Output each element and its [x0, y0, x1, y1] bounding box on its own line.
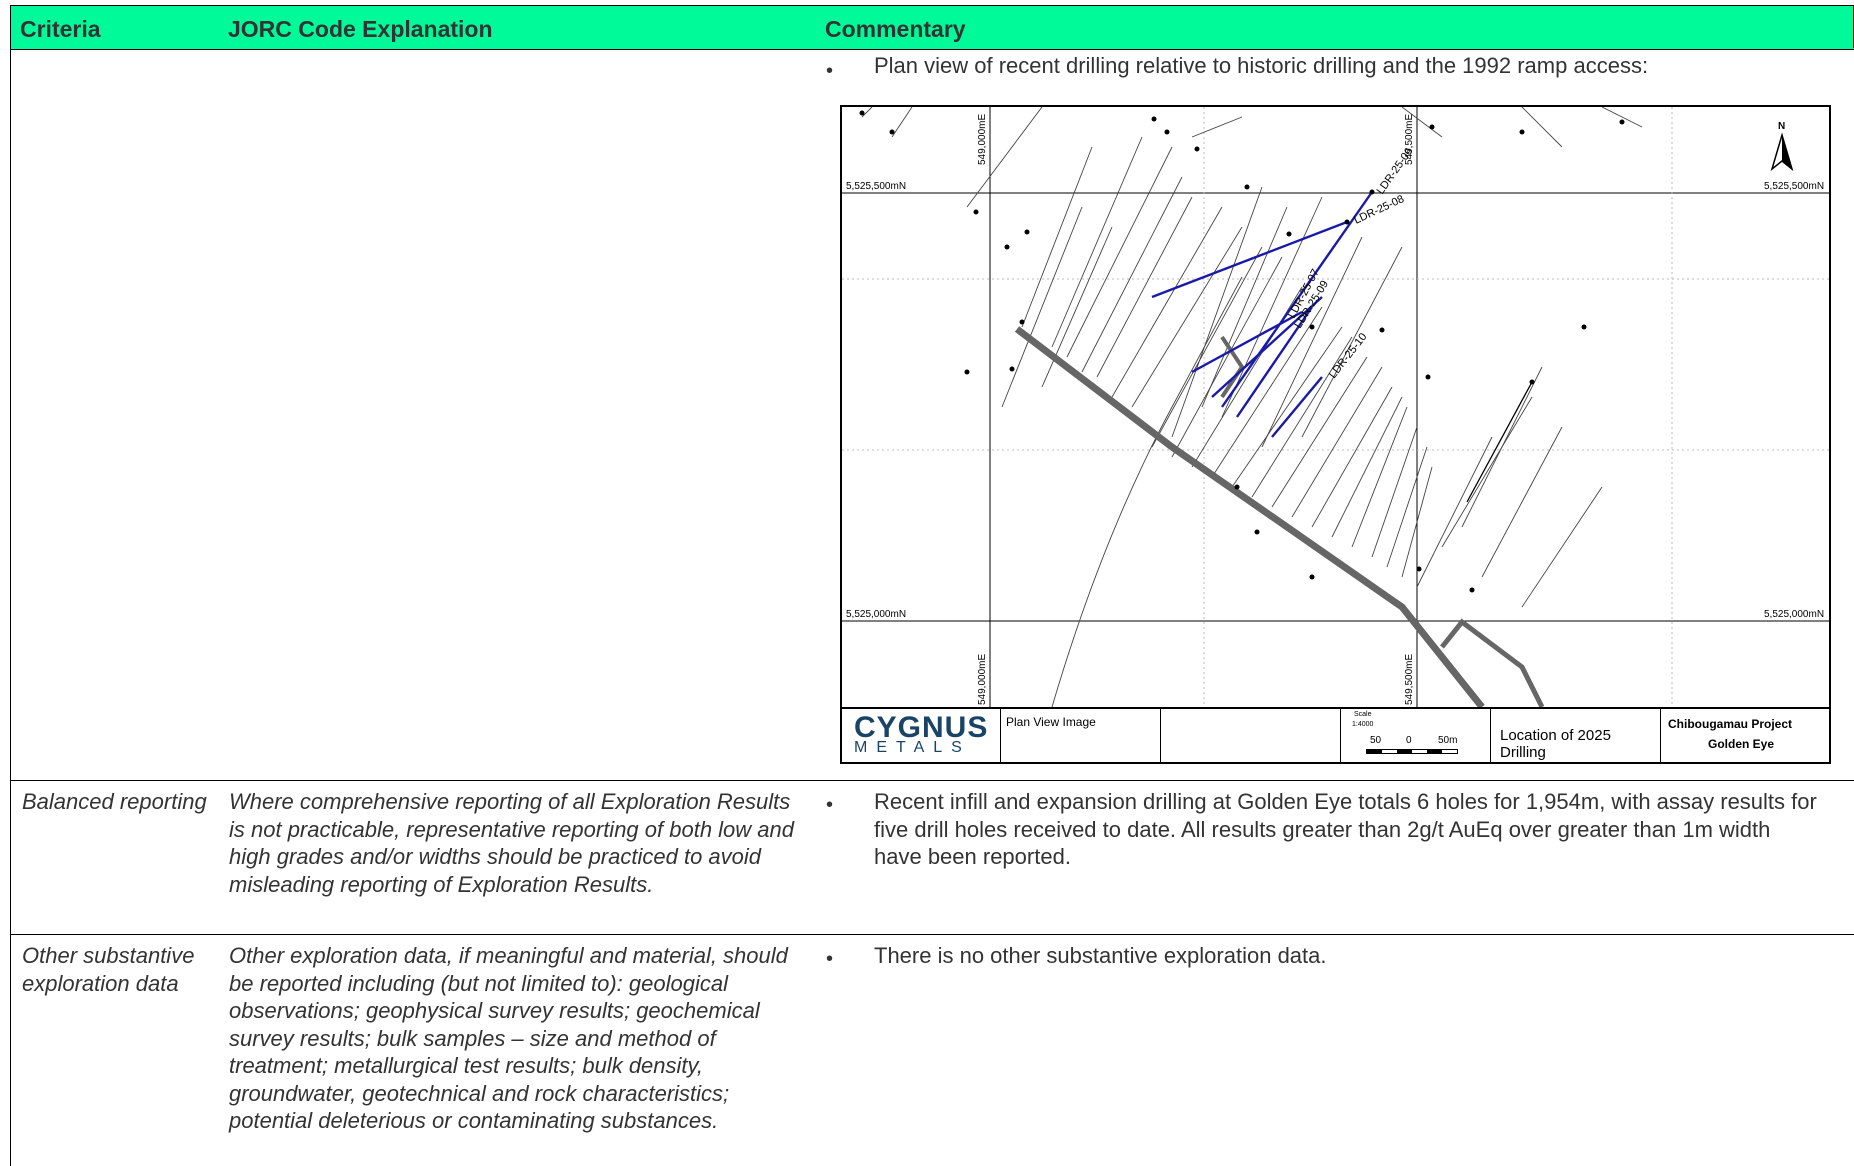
header-commentary: Commentary: [825, 16, 966, 42]
grid-label-n-top-right: 5,525,500mN: [1764, 181, 1824, 192]
north-arrow-icon: N: [1770, 121, 1794, 172]
criteria-other-data: Other substantive exploration data: [22, 943, 195, 996]
bullet: •: [826, 60, 834, 82]
commentary-balanced-reporting: Recent infill and expansion drilling at …: [874, 789, 1817, 869]
hole-label-10: LDR-25-10: [1327, 331, 1370, 381]
location-box: Location of 2025 Drilling: [1490, 709, 1661, 762]
svg-text:N: N: [1778, 121, 1785, 132]
blank-box: [1160, 709, 1341, 762]
grid-lines: [842, 107, 1829, 707]
header-jorc-explanation: JORC Code Explanation: [228, 16, 493, 42]
cygnus-logo: CYGNUS METALS: [842, 709, 1001, 762]
plan-view-map: LDR-25-06 LDR-25-08 LDR-25-07 LDR-25-09 …: [840, 105, 1831, 764]
map-title-block: CYGNUS METALS Plan View Image Scale 1:40…: [842, 707, 1829, 762]
new-drill-holes: [1151, 191, 1373, 438]
grid-label-n-bottom-right: 5,525,000mN: [1764, 609, 1824, 620]
grid-label-n-bottom-left: 5,525,000mN: [846, 609, 906, 620]
commentary-other-data: There is no other substantive exploratio…: [874, 943, 1327, 968]
table-header: Criteria JORC Code Explanation Commentar…: [10, 5, 1854, 50]
grid-label-e1-bottom: 549,000mE: [977, 654, 988, 705]
table-border-left: [10, 5, 11, 1166]
grid-label-e2-top: 549,500mE: [1404, 114, 1415, 165]
grid-label-e1-top: 549,000mE: [977, 114, 988, 165]
explanation-balanced-reporting: Where comprehensive reporting of all Exp…: [229, 789, 794, 897]
historic-drill-traces: [861, 107, 1643, 707]
ramp-access: [1014, 326, 1545, 707]
bullet: •: [826, 948, 834, 970]
commentary-plan-view: Plan view of recent drilling relative to…: [874, 53, 1649, 78]
project-box: Chibougamau Project Golden Eye: [1668, 717, 1793, 751]
bullet: •: [826, 794, 834, 816]
collar-markers: [859, 110, 1625, 593]
criteria-balanced-reporting: Balanced reporting: [22, 789, 207, 814]
grid-label-e2-bottom: 549,500mE: [1404, 654, 1415, 705]
row-divider: [10, 780, 1854, 781]
map-drawing: LDR-25-06 LDR-25-08 LDR-25-07 LDR-25-09 …: [842, 107, 1829, 707]
scale-box: Scale 1:4000 50 0 50m: [1340, 709, 1491, 762]
header-criteria: Criteria: [20, 16, 101, 42]
explanation-other-data: Other exploration data, if meaningful an…: [229, 943, 788, 1133]
grid-label-n-top-left: 5,525,500mN: [846, 181, 906, 192]
row-divider: [10, 934, 1854, 935]
image-label-box: Plan View Image: [1000, 709, 1161, 762]
